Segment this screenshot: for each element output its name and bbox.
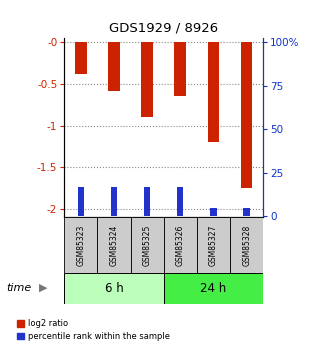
Bar — [108, 42, 120, 90]
Bar — [210, 208, 217, 216]
Bar — [197, 217, 230, 273]
Text: GSM85324: GSM85324 — [109, 224, 118, 266]
Text: GSM85327: GSM85327 — [209, 224, 218, 266]
Text: 6 h: 6 h — [105, 282, 123, 295]
Bar — [164, 217, 197, 273]
Text: GSM85326: GSM85326 — [176, 224, 185, 266]
Bar — [241, 42, 252, 188]
Text: ▶: ▶ — [39, 283, 47, 293]
Text: time: time — [6, 283, 32, 293]
Bar — [64, 217, 97, 273]
Legend: log2 ratio, percentile rank within the sample: log2 ratio, percentile rank within the s… — [17, 319, 170, 341]
Bar — [230, 217, 263, 273]
Bar — [144, 187, 150, 216]
Title: GDS1929 / 8926: GDS1929 / 8926 — [109, 21, 218, 34]
Text: GSM85325: GSM85325 — [143, 224, 152, 266]
Bar — [111, 187, 117, 216]
Bar — [64, 273, 164, 304]
Text: 24 h: 24 h — [200, 282, 227, 295]
Text: GSM85323: GSM85323 — [76, 224, 85, 266]
Bar — [175, 42, 186, 96]
Text: GSM85328: GSM85328 — [242, 224, 251, 266]
Bar — [177, 187, 184, 216]
Bar — [97, 217, 131, 273]
Bar — [141, 42, 153, 117]
Bar — [78, 187, 84, 216]
Bar — [208, 42, 219, 142]
Bar — [131, 217, 164, 273]
Bar — [243, 208, 250, 216]
Bar — [75, 42, 87, 74]
Bar — [164, 273, 263, 304]
